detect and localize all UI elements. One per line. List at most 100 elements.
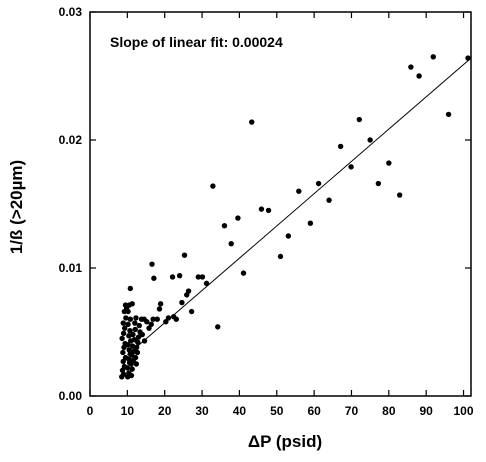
data-point: [249, 119, 255, 125]
data-point: [176, 272, 183, 279]
data-point: [179, 299, 185, 306]
data-point: [156, 306, 163, 312]
data-point: [307, 220, 314, 226]
data-point: [129, 366, 135, 372]
data-point: [130, 331, 136, 338]
x-tick-label: 30: [195, 404, 209, 418]
data-point: [120, 349, 126, 356]
data-point: [265, 207, 272, 214]
data-point: [122, 325, 128, 331]
data-point: [132, 326, 138, 333]
points-layer: [119, 54, 471, 380]
data-point: [195, 274, 202, 280]
data-point: [133, 344, 140, 351]
data-point: [185, 288, 192, 294]
data-point: [126, 347, 132, 353]
data-point: [148, 321, 154, 328]
data-point: [163, 319, 169, 325]
data-point: [136, 322, 143, 329]
data-point: [416, 73, 422, 79]
fit-layer: [127, 57, 472, 356]
data-point: [133, 315, 139, 321]
x-axis-title: ΔP (psid): [248, 432, 322, 451]
linear-fit-line: [127, 57, 472, 356]
y-tick-label: 0.00: [59, 389, 83, 403]
text-layer: Slope of linear fit: 0.00024 ΔP (psid) 1…: [7, 34, 322, 451]
x-tick-label: 10: [121, 404, 135, 418]
data-point: [258, 206, 265, 212]
data-point: [132, 320, 138, 326]
x-tick-label: 90: [419, 404, 433, 418]
x-tick-label: 100: [454, 404, 474, 418]
data-point: [144, 319, 150, 325]
data-point: [181, 252, 188, 258]
data-point: [165, 315, 172, 321]
data-point: [356, 116, 363, 123]
y-tick-label: 0.01: [59, 261, 83, 275]
data-point: [430, 54, 436, 60]
data-point: [119, 335, 125, 342]
x-tick-label: 0: [87, 404, 94, 418]
data-point: [120, 320, 126, 326]
data-point: [127, 316, 134, 322]
data-point: [277, 253, 284, 260]
data-point: [125, 356, 132, 362]
y-tick-label: 0.02: [59, 133, 83, 147]
data-point: [235, 215, 241, 221]
y-axis-title: 1/ß (>20µm): [7, 160, 26, 254]
data-point: [129, 301, 135, 307]
data-point: [296, 188, 302, 194]
data-point: [285, 233, 292, 239]
data-point: [215, 324, 221, 330]
data-point: [129, 343, 136, 349]
data-point: [315, 180, 322, 187]
data-point: [127, 285, 134, 292]
data-point: [386, 160, 392, 166]
data-point: [465, 55, 471, 61]
data-point: [169, 274, 176, 280]
y-tick-label: 0.03: [59, 5, 83, 19]
data-point: [149, 261, 155, 267]
data-point: [173, 316, 179, 322]
x-tick-label: 50: [270, 404, 284, 418]
data-point: [157, 301, 164, 307]
data-point: [240, 270, 247, 276]
data-point: [151, 275, 157, 281]
data-point: [154, 316, 160, 322]
data-point: [133, 361, 140, 367]
data-point: [228, 240, 234, 247]
x-tick-label: 20: [158, 404, 172, 418]
data-point: [203, 280, 210, 287]
data-point: [199, 274, 206, 280]
data-point: [135, 339, 141, 345]
data-point: [125, 321, 131, 328]
data-point: [221, 223, 228, 229]
data-point: [445, 111, 452, 118]
data-point: [337, 143, 344, 150]
data-point: [123, 315, 129, 321]
ticks-layer: 0 10 20 30 40 50 60 70 80 90 100 0.00 0.01 0.02 0.03: [59, 5, 474, 418]
data-point: [134, 349, 141, 356]
slope-annotation: Slope of linear fit: 0.00024: [110, 34, 283, 50]
data-point: [126, 333, 132, 339]
data-point: [375, 180, 382, 187]
plot-frame: [89, 11, 472, 397]
data-point: [128, 372, 135, 379]
data-point: [408, 64, 414, 70]
x-tick-label: 80: [382, 404, 396, 418]
data-point: [150, 316, 156, 322]
data-point: [348, 164, 354, 170]
data-point: [127, 328, 133, 334]
data-point: [132, 354, 139, 361]
data-point: [125, 342, 131, 348]
axes-layer: [89, 11, 472, 397]
data-point: [396, 192, 403, 198]
data-point: [188, 308, 195, 315]
x-tick-label: 60: [307, 404, 321, 418]
data-point: [125, 308, 131, 315]
data-point: [124, 365, 131, 371]
data-point: [120, 330, 127, 336]
data-point: [367, 137, 373, 143]
